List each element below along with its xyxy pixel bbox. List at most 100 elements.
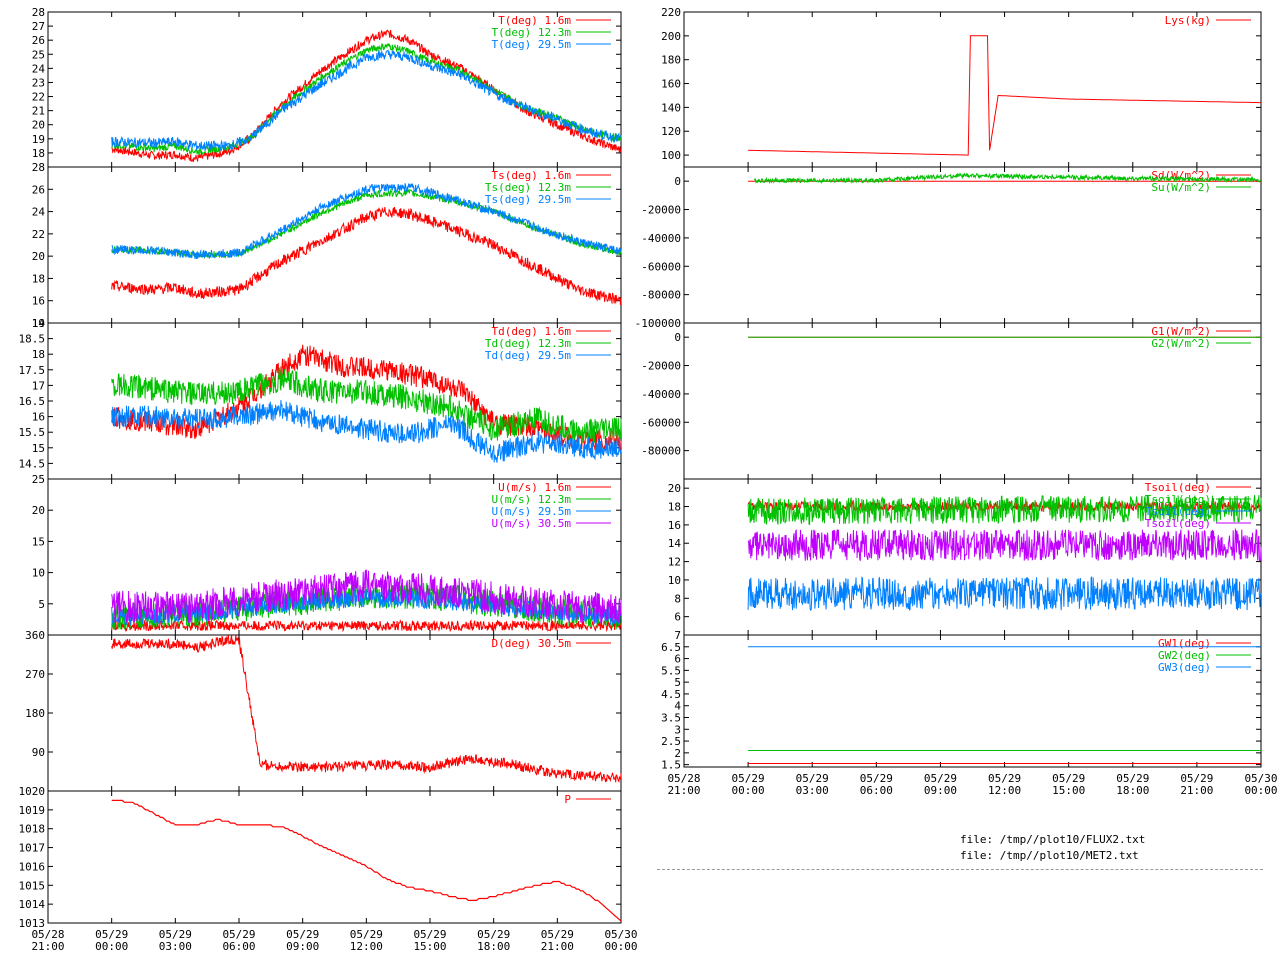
y-tick-label: 6.5 [661,641,681,654]
series-line [111,42,622,155]
series-line [111,367,622,444]
y-tick-label: -80000 [641,445,681,458]
legend-label: D(deg) 30.5m [492,637,572,650]
legend-label: Td(deg) 1.6m [492,325,572,338]
legend-label: Td(deg) 29.5m [485,349,571,362]
y-tick-label: 360 [25,629,45,642]
x-tick-time: 09:00 [924,784,957,797]
y-tick-label: 19 [32,317,45,330]
x-tick-time: 00:00 [95,940,128,953]
y-tick-label: 14.5 [19,457,46,470]
y-tick-label: 6 [674,653,681,666]
x-tick-date: 05/29 [286,928,319,941]
y-tick-label: 5 [38,598,45,611]
y-tick-label: 10 [668,574,681,587]
x-tick-time: 21:00 [541,940,574,953]
y-tick-label: -60000 [641,416,681,429]
y-tick-label: 5.5 [661,664,681,677]
y-tick-label: 22 [32,228,45,241]
x-tick-date: 05/29 [159,928,192,941]
legend-label: U(m/s) 12.3m [492,493,572,506]
x-tick-time: 21:00 [1180,784,1213,797]
y-tick-label: 1020 [19,785,46,798]
y-tick-label: 15.5 [19,426,46,439]
x-tick-time: 06:00 [860,784,893,797]
x-tick-date: 05/29 [413,928,446,941]
y-tick-label: 20 [32,119,45,132]
series-line [111,587,622,626]
series-line [111,619,622,633]
y-tick-label: 200 [661,30,681,43]
legend-label: GW2(deg) [1158,649,1211,662]
file-label-flux: file: /tmp//plot10/FLUX2.txt [960,833,1146,846]
y-tick-label: 27 [32,20,45,33]
y-tick-label: 18 [668,501,681,514]
x-tick-date: 05/29 [1052,772,1085,785]
x-tick-time: 03:00 [796,784,829,797]
x-tick-time: 21:00 [667,784,700,797]
y-tick-label: 25 [32,473,45,486]
y-tick-label: 14 [32,317,46,330]
x-tick-date: 05/29 [1116,772,1149,785]
series-line [111,49,622,153]
y-tick-label: 6 [674,611,681,624]
x-tick-date: 05/29 [924,772,957,785]
series-line [111,344,622,452]
plot-frame-Lys [683,11,1262,168]
y-tick-label: 18 [32,272,45,285]
y-tick-label: -20000 [641,360,681,373]
y-tick-label: 2 [674,747,681,760]
y-tick-label: -40000 [641,388,681,401]
x-tick-date: 05/29 [477,928,510,941]
x-tick-date: 05/29 [541,928,574,941]
y-tick-label: -40000 [641,232,681,245]
y-tick-label: 28 [32,6,45,19]
y-tick-label: 220 [661,6,681,19]
y-tick-label: 23 [32,76,45,89]
series-line [111,183,622,260]
y-tick-label: -80000 [641,289,681,302]
y-tick-label: -100000 [635,317,681,330]
legend-label: Tsoil(deg) [1145,493,1211,506]
legend-label: Tsoil(deg) [1145,505,1211,518]
series-line [747,576,1262,611]
legend-label: Ts(deg) 29.5m [485,193,571,206]
legend-label: G2(W/m^2) [1151,337,1211,350]
x-tick-time: 18:00 [477,940,510,953]
x-tick-date: 05/29 [860,772,893,785]
x-tick-date: 05/30 [1244,772,1277,785]
legend-label: Td(deg) 12.3m [485,337,571,350]
y-tick-label: 100 [661,149,681,162]
y-tick-label: 1014 [19,898,46,911]
legend-label: U(m/s) 30.5m [492,517,572,530]
y-tick-label: -60000 [641,260,681,273]
plot-frame-D [47,634,622,792]
y-tick-label: 21 [32,105,45,118]
x-tick-date: 05/29 [95,928,128,941]
y-tick-label: 120 [661,125,681,138]
y-tick-label: 180 [25,707,45,720]
y-tick-label: 14 [668,537,682,550]
legend-label: Tsoil(deg) [1145,517,1211,530]
x-tick-time: 09:00 [286,940,319,953]
series-line [748,35,1261,156]
x-tick-time: 15:00 [1052,784,1085,797]
y-tick-label: 15 [32,535,45,548]
legend-label: Su(W/m^2) [1151,181,1211,194]
legend-label: U(m/s) 29.5m [492,505,572,518]
x-tick-date: 05/29 [350,928,383,941]
x-tick-date: 05/28 [31,928,64,941]
y-tick-label: 15 [32,442,45,455]
y-tick-label: 20 [668,482,681,495]
y-tick-label: 1019 [19,804,46,817]
y-tick-label: 180 [661,54,681,67]
series-line [754,172,1262,185]
y-tick-label: 7 [674,629,681,642]
y-tick-label: 1015 [19,879,46,892]
y-tick-label: 26 [32,34,45,47]
legend-label: T(deg) 12.3m [492,26,572,39]
y-tick-label: 2.5 [661,735,681,748]
x-tick-date: 05/29 [988,772,1021,785]
y-tick-label: 4 [674,700,681,713]
